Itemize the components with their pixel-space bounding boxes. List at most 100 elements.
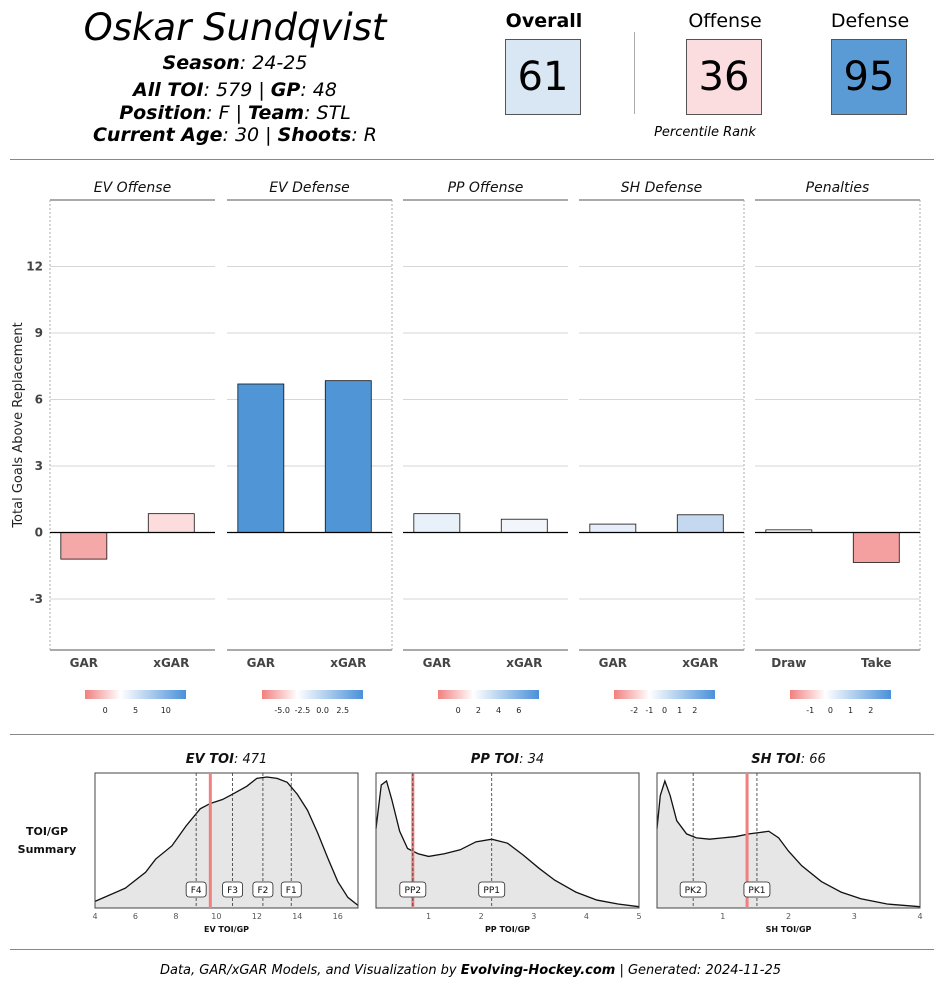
toi-panel-title: EV TOI: 471 bbox=[186, 752, 268, 767]
x-tick-label: xGAR bbox=[682, 656, 718, 670]
bar-gar bbox=[413, 513, 461, 533]
panel-title: EV Offense bbox=[94, 180, 171, 196]
offense-label: Offense bbox=[688, 10, 762, 32]
density-line bbox=[375, 779, 640, 908]
density-fill bbox=[95, 777, 358, 908]
row-label-line1: TOI/GP bbox=[26, 825, 68, 838]
toi-panel-border bbox=[94, 772, 359, 909]
x-tick-label: xGAR bbox=[330, 656, 366, 670]
legend-tick-label: 4 bbox=[496, 706, 501, 715]
toi-line: All TOI: 579 | GP: 48 bbox=[133, 79, 337, 101]
x-tick-label: 14 bbox=[292, 912, 302, 921]
x-tick-label: GAR bbox=[70, 656, 98, 670]
y-tick-label: -3 bbox=[30, 592, 43, 606]
x-axis-title: SH TOI/GP bbox=[766, 925, 812, 934]
toi-title-label: SH TOI bbox=[751, 752, 801, 767]
x-axis-title: PP TOI/GP bbox=[485, 925, 530, 934]
x-axis-title: EV TOI/GP bbox=[204, 925, 249, 934]
rating-divider bbox=[634, 32, 635, 114]
marker-box-f3 bbox=[222, 881, 243, 898]
marker-label-pk2: PK2 bbox=[685, 886, 702, 896]
marker-label-f2: F2 bbox=[257, 886, 268, 896]
marker-box-pp2 bbox=[399, 881, 427, 898]
x-tick-label: GAR bbox=[599, 656, 627, 670]
x-tick-label: Take bbox=[861, 656, 892, 670]
x-tick-label: 4 bbox=[92, 912, 97, 921]
y-tick-label: 9 bbox=[35, 326, 43, 340]
y-tick-label: 12 bbox=[26, 260, 43, 274]
legend-tick-label: 2 bbox=[692, 706, 697, 715]
toi-panel-sh-toi: SH TOI: 66 PK2 PK1 1 2 3 4 SH TOI/GP bbox=[656, 752, 923, 934]
x-tick-label: 2 bbox=[786, 912, 791, 921]
panel-ev-offense: EV Offense GAR xGAR 0 5 10 bbox=[49, 180, 215, 715]
x-tick-label: 4 bbox=[584, 912, 589, 921]
bar-xgar bbox=[676, 514, 724, 533]
panel-sh-defense: SH Defense GAR xGAR -2 -1 0 1 2 bbox=[579, 180, 745, 715]
panel-ev-defense: EV Defense GAR xGAR -5.0 -2.5 0.0 2.5 bbox=[227, 180, 393, 715]
gp-label: GP bbox=[270, 79, 301, 101]
x-tick-label: 6 bbox=[133, 912, 138, 921]
color-legend-bar bbox=[85, 690, 186, 699]
position-label: Position bbox=[119, 102, 207, 124]
x-tick-label: Draw bbox=[771, 656, 806, 670]
season-label: Season bbox=[162, 52, 240, 74]
legend-tick-label: 1 bbox=[677, 706, 682, 715]
y-tick-label: 6 bbox=[35, 393, 43, 407]
x-tick-label: xGAR bbox=[153, 656, 189, 670]
marker-label-pp2: PP2 bbox=[405, 886, 422, 896]
legend-tick-label: 5 bbox=[133, 706, 138, 715]
x-tick-label: 8 bbox=[173, 912, 178, 921]
percentile-rank-caption: Percentile Rank bbox=[654, 125, 756, 140]
age-value: 30 bbox=[234, 124, 260, 146]
marker-box-pp1 bbox=[478, 881, 506, 898]
y-tick-label: 0 bbox=[35, 526, 43, 540]
bar-gar bbox=[237, 383, 285, 533]
team-label: Team bbox=[248, 102, 305, 124]
legend-tick-label: 10 bbox=[161, 706, 171, 715]
footer-credit: Data, GAR/xGAR Models, and Visualization… bbox=[0, 963, 941, 978]
x-tick-label: 12 bbox=[252, 912, 262, 921]
toi-title-label: PP TOI bbox=[471, 752, 520, 767]
density-fill bbox=[376, 780, 639, 908]
color-legend-bar bbox=[790, 690, 891, 699]
panel-penalties: Penalties Draw Take -1 0 1 2 bbox=[755, 180, 921, 715]
player-name: Oskar Sundqvist bbox=[83, 6, 387, 49]
age-line: Current Age: 30 | Shoots: R bbox=[92, 124, 377, 146]
position-line: Position: F | Team: STL bbox=[119, 102, 351, 124]
x-tick-label: 3 bbox=[531, 912, 536, 921]
defense-label: Defense bbox=[830, 10, 910, 32]
marker-label-f1: F1 bbox=[286, 886, 297, 896]
overall-label: Overall bbox=[505, 10, 583, 32]
legend-tick-label: 2 bbox=[476, 706, 481, 715]
x-tick-label: 2 bbox=[479, 912, 484, 921]
x-tick-label: 5 bbox=[636, 912, 641, 921]
legend-tick-label: -2 bbox=[630, 706, 638, 715]
offense-score-box: 36 bbox=[686, 39, 762, 115]
row-label-line2: Summary bbox=[18, 843, 77, 856]
shoots-value: R bbox=[363, 124, 377, 146]
overall-score-box: 61 bbox=[505, 39, 581, 115]
legend-tick-label: -1 bbox=[806, 706, 814, 715]
color-legend-bar bbox=[262, 690, 363, 699]
bar-take bbox=[852, 532, 900, 563]
legend-tick-label: -5.0 bbox=[274, 706, 290, 715]
x-tick-label: GAR bbox=[423, 656, 451, 670]
density-line bbox=[656, 778, 921, 908]
density-line bbox=[94, 776, 359, 906]
marker-label-f4: F4 bbox=[191, 886, 202, 896]
panel-title: Penalties bbox=[806, 180, 870, 196]
gp-value: 48 bbox=[312, 79, 337, 101]
toi-panel-pp-toi: PP TOI: 34 PP2 PP1 1 2 3 4 5 PP TOI/GP bbox=[375, 752, 642, 934]
x-tick-label: xGAR bbox=[506, 656, 542, 670]
y-tick-label: 3 bbox=[35, 459, 43, 473]
marker-box-f1 bbox=[280, 881, 302, 898]
legend-tick-label: 0 bbox=[103, 706, 108, 715]
legend-tick-label: -2.5 bbox=[295, 706, 311, 715]
divider-middle bbox=[10, 734, 934, 735]
marker-box-pk2 bbox=[679, 881, 707, 898]
legend-tick-label: 1 bbox=[848, 706, 853, 715]
marker-box-f2 bbox=[252, 881, 274, 898]
x-tick-label: 16 bbox=[333, 912, 343, 921]
legend-tick-label: 2 bbox=[868, 706, 873, 715]
legend-tick-label: 0.0 bbox=[316, 706, 329, 715]
